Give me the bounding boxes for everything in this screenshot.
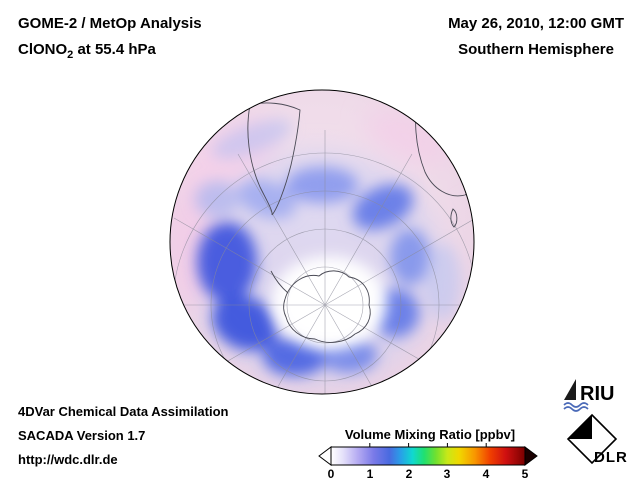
globe-limb: [169, 89, 475, 395]
colorbar-tick-2: 2: [405, 467, 413, 481]
colorbar-title: Volume Mixing Ratio [ppbv]: [344, 427, 516, 442]
coastlines: [247, 92, 474, 343]
colorbar-tick-3: 3: [443, 467, 451, 481]
colorbar-tick-5: 5: [521, 467, 529, 481]
colorbar-tick-1: 1: [366, 467, 374, 481]
datetime-label: May 26, 2010, 12:00 GMT: [448, 15, 624, 32]
colorbar-tick-0: 0: [327, 467, 335, 481]
globe-svg: [169, 89, 475, 395]
header-left: GOME-2 / MetOp Analysis ClONO2 at 55.4 h…: [18, 11, 202, 68]
species-name: ClONO: [18, 41, 68, 58]
colorbar: [318, 443, 538, 466]
analysis-title: GOME-2 / MetOp Analysis: [18, 15, 202, 32]
riu-logo-text: RIU: [580, 383, 614, 405]
riu-waves-icon: [563, 402, 589, 412]
footer-credits: 4DVar Chemical Data Assimilation SACADA …: [18, 400, 229, 472]
coastline-antarctica: [283, 270, 371, 343]
colorbar-tick-4: 4: [482, 467, 490, 481]
url-label: http://wdc.dlr.de: [18, 452, 118, 467]
species-level-title: ClONO2 at 55.4 hPa: [18, 37, 202, 68]
riu-triangle-icon: [564, 379, 576, 400]
hemisphere-map: [157, 77, 487, 407]
vortex-collar-band: [195, 119, 461, 376]
pressure-level: at 55.4 hPa: [73, 41, 156, 58]
species-subscript: 2: [67, 49, 74, 61]
colorbar-gradient-bar: [330, 446, 526, 466]
coastline-madagascar: [450, 208, 458, 228]
dlr-logo-icon: [566, 413, 618, 465]
hemisphere-label: Southern Hemisphere: [458, 41, 614, 58]
colorbar-top-ticks: [369, 443, 487, 447]
version-label: SACADA Version 1.7: [18, 428, 146, 443]
assimilation-label: 4DVar Chemical Data Assimilation: [18, 404, 229, 419]
header-right: May 26, 2010, 12:00 GMT Southern Hemisph…: [448, 11, 624, 63]
riu-logo: RIU: [563, 379, 614, 412]
colorbar-right-arrow: [524, 446, 538, 466]
coastline-south-america: [247, 102, 301, 216]
colorbar-left-arrow: [318, 446, 332, 466]
dlr-logo-text: DLR: [594, 449, 628, 466]
coastline-antarctic-peninsula: [270, 270, 289, 294]
